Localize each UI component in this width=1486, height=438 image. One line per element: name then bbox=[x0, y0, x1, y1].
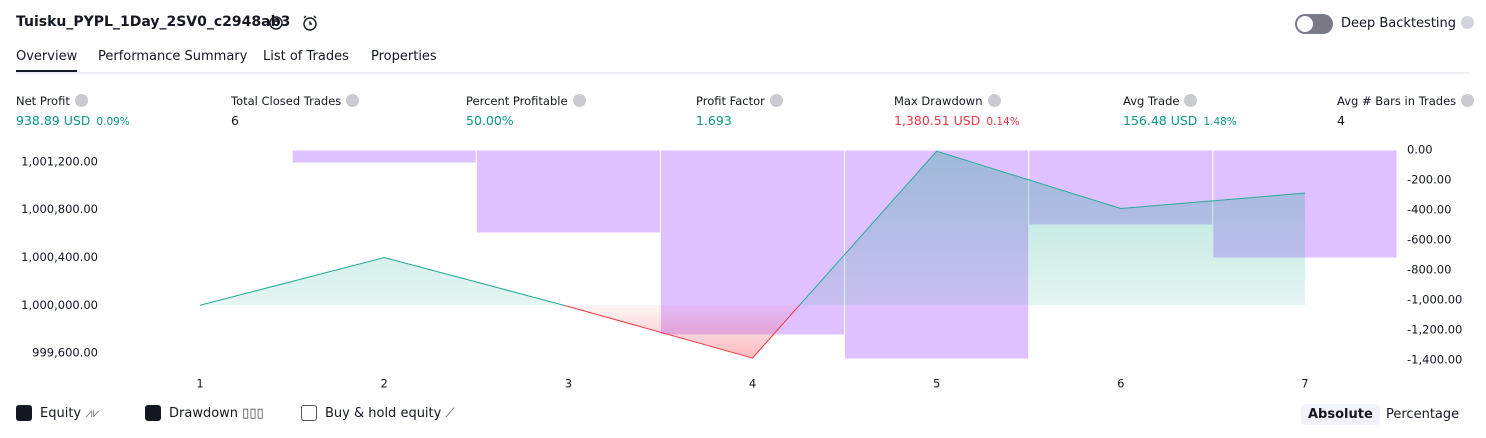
stat-value: 50.00% bbox=[466, 113, 514, 128]
stat-label: Avg # Bars in Trades bbox=[1337, 94, 1475, 108]
x-tick-label: 3 bbox=[565, 377, 572, 391]
y-tick-label: 1,000,400.00 bbox=[21, 250, 98, 264]
x-tick-label: 6 bbox=[1117, 377, 1124, 391]
stat-label-text: Avg Trade bbox=[1123, 94, 1180, 108]
stat-label-text: Profit Factor bbox=[696, 94, 765, 108]
y-tick-label: 1,000,000.00 bbox=[21, 298, 98, 312]
y2-tick-label: -200.00 bbox=[1407, 173, 1451, 187]
deep-backtesting-toggle[interactable] bbox=[1295, 14, 1333, 34]
stat-change: 0.09% bbox=[96, 116, 130, 128]
y2-tick-label: -600.00 bbox=[1407, 233, 1451, 247]
drawdown-bar bbox=[475, 149, 661, 234]
stat-change: 0.14% bbox=[986, 116, 1020, 128]
tab[interactable]: Performance Summary bbox=[98, 49, 248, 64]
stat-change: 1.48% bbox=[1203, 116, 1237, 128]
stat-label: Avg Trade bbox=[1123, 94, 1198, 108]
stat-value-text: 1.693 bbox=[696, 113, 732, 128]
x-tick-label: 5 bbox=[933, 377, 940, 391]
info-icon[interactable] bbox=[1184, 94, 1198, 107]
legend-item[interactable]: Equity ⩘⩗ bbox=[16, 405, 100, 421]
y2-tick-label: 0.00 bbox=[1407, 143, 1433, 157]
y2-tick-label: -1,400.00 bbox=[1407, 353, 1462, 367]
toggle-label: Deep Backtesting bbox=[1341, 16, 1475, 31]
info-icon[interactable] bbox=[572, 94, 586, 107]
stat-label-text: Max Drawdown bbox=[894, 94, 983, 108]
stat-value-text: 50.00% bbox=[466, 113, 514, 128]
stat-label-text: Net Profit bbox=[16, 94, 70, 108]
stat-value: 1,380.51 USD 0.14% bbox=[894, 113, 1020, 128]
drawdown-bar bbox=[291, 149, 477, 164]
stat-value-text: 4 bbox=[1337, 113, 1345, 128]
stat-value: 4 bbox=[1337, 113, 1345, 128]
stat-label: Total Closed Trades bbox=[231, 94, 360, 108]
header-icons bbox=[269, 15, 317, 31]
y2-tick-label: -400.00 bbox=[1407, 203, 1451, 217]
stat-label-text: Total Closed Trades bbox=[231, 94, 342, 108]
x-tick-label: 2 bbox=[381, 377, 388, 391]
mode-button[interactable]: Absolute bbox=[1301, 404, 1380, 425]
strategy-title: Tuisku_PYPL_1Day_2SV0_c2948ab3 bbox=[16, 14, 291, 30]
stat-label: Percent Profitable bbox=[466, 94, 586, 108]
mode-button[interactable]: Percentage bbox=[1386, 407, 1460, 422]
tab[interactable]: Properties bbox=[371, 49, 437, 64]
tab[interactable]: Overview bbox=[16, 49, 78, 73]
x-tick-label: 1 bbox=[196, 377, 203, 391]
x-tick-label: 4 bbox=[749, 377, 756, 391]
chart: 999,600.00 1,000,000.00 1,000,400.00 1,000,… bbox=[21, 143, 1462, 391]
tab[interactable]: List of Trades bbox=[263, 49, 349, 64]
equity-area bbox=[200, 151, 1305, 359]
stat-value-text: 938.89 USD bbox=[16, 113, 91, 128]
stat-value-text: 1,380.51 USD bbox=[894, 113, 981, 128]
stat-label: Profit Factor bbox=[696, 94, 783, 108]
y2-tick-label: -1,200.00 bbox=[1407, 323, 1462, 337]
x-tick-label: 7 bbox=[1301, 377, 1308, 391]
stat-value: 1.693 bbox=[696, 113, 732, 128]
y-tick-label: 1,000,800.00 bbox=[21, 202, 98, 216]
info-icon[interactable] bbox=[346, 94, 360, 107]
stat-label-text: Percent Profitable bbox=[466, 94, 568, 108]
y2-tick-label: -1,000.00 bbox=[1407, 293, 1462, 307]
y-tick-label: 999,600.00 bbox=[32, 346, 98, 360]
stat-label-text: Avg # Bars in Trades bbox=[1337, 94, 1457, 108]
info-icon[interactable] bbox=[987, 94, 1001, 107]
stat-value: 156.48 USD 1.48% bbox=[1123, 113, 1237, 128]
stat-value-text: 6 bbox=[231, 113, 239, 128]
info-icon[interactable] bbox=[74, 94, 88, 107]
stat-label: Net Profit bbox=[16, 94, 88, 108]
stat-value-text: 156.48 USD bbox=[1123, 113, 1198, 128]
info-icon[interactable] bbox=[1461, 94, 1475, 107]
info-icon[interactable] bbox=[769, 94, 783, 107]
stat-label: Max Drawdown bbox=[894, 94, 1001, 108]
tab-divider bbox=[16, 72, 1470, 74]
legend-item[interactable]: Buy & hold equity ⟋ bbox=[301, 405, 455, 421]
legend-item[interactable]: Drawdown ▯▯▯ bbox=[145, 405, 264, 421]
equity-line bbox=[199, 150, 1305, 359]
drawdown-bar bbox=[107, 149, 293, 152]
y2-tick-label: -800.00 bbox=[1407, 263, 1451, 277]
y-tick-label: 1,001,200.00 bbox=[21, 154, 98, 168]
stat-value: 938.89 USD 0.09% bbox=[16, 113, 130, 128]
stat-value: 6 bbox=[231, 113, 239, 128]
